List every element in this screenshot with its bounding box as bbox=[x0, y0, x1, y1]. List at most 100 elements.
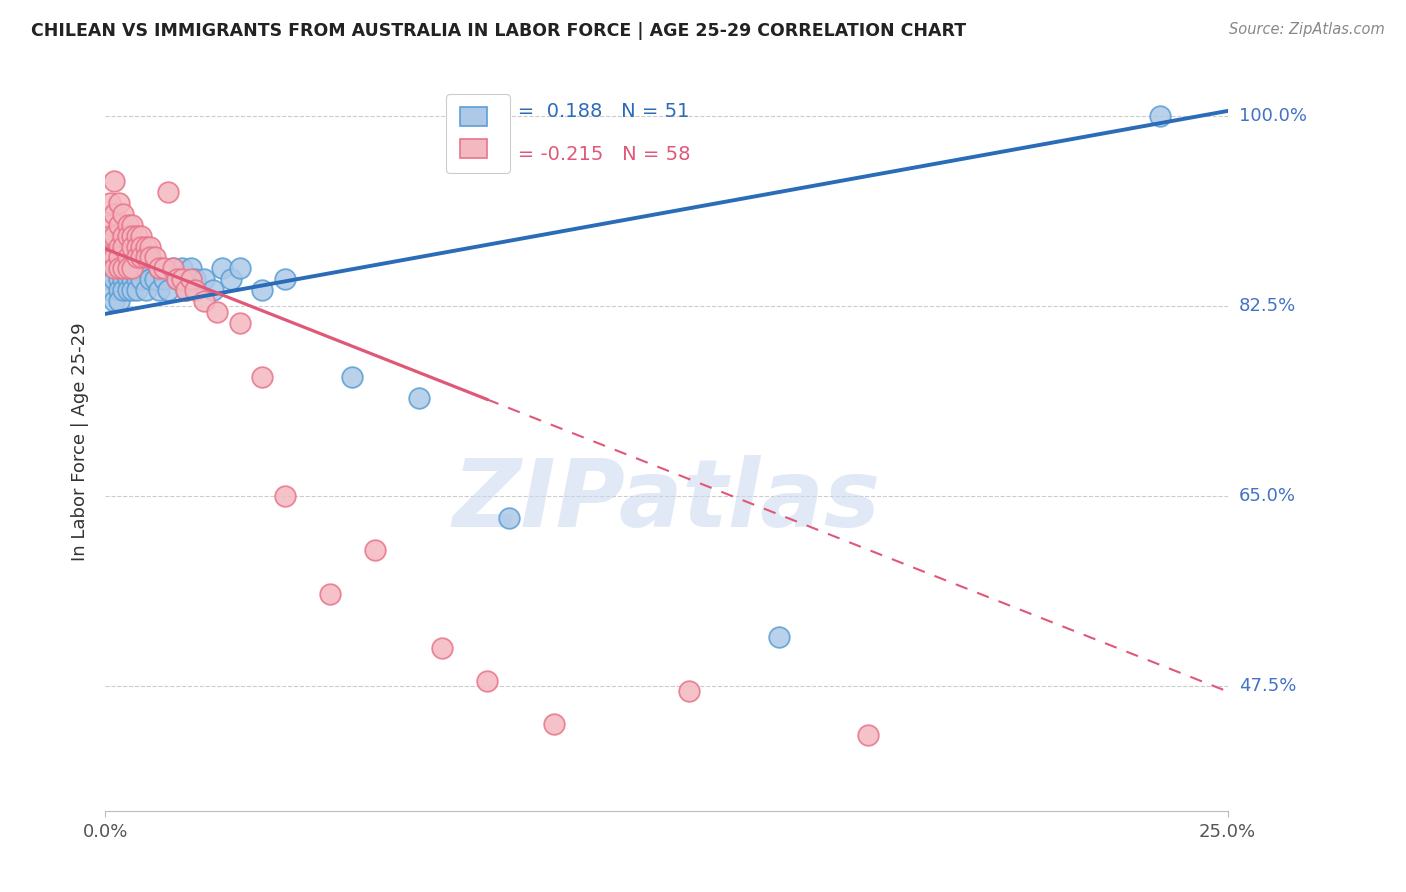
Point bbox=[174, 283, 197, 297]
Point bbox=[139, 272, 162, 286]
Point bbox=[103, 272, 125, 286]
Point bbox=[135, 283, 157, 297]
Point bbox=[103, 207, 125, 221]
Point bbox=[678, 684, 700, 698]
Point bbox=[98, 228, 121, 243]
Point bbox=[166, 272, 188, 286]
Point bbox=[112, 261, 135, 276]
Point bbox=[107, 196, 129, 211]
Point bbox=[107, 261, 129, 276]
Text: 65.0%: 65.0% bbox=[1239, 487, 1296, 505]
Point bbox=[193, 293, 215, 308]
Point bbox=[125, 272, 148, 286]
Point bbox=[107, 293, 129, 308]
Point bbox=[112, 272, 135, 286]
Point bbox=[143, 272, 166, 286]
Point bbox=[152, 261, 174, 276]
Point bbox=[768, 630, 790, 644]
Point bbox=[107, 251, 129, 265]
Text: 100.0%: 100.0% bbox=[1239, 107, 1306, 126]
Point bbox=[129, 228, 152, 243]
Point bbox=[157, 186, 180, 200]
Point bbox=[129, 251, 152, 265]
Point bbox=[107, 272, 129, 286]
Point bbox=[148, 261, 170, 276]
Point bbox=[117, 251, 139, 265]
Text: Source: ZipAtlas.com: Source: ZipAtlas.com bbox=[1229, 22, 1385, 37]
Point bbox=[129, 239, 152, 253]
Point bbox=[117, 228, 139, 243]
Y-axis label: In Labor Force | Age 25-29: In Labor Force | Age 25-29 bbox=[72, 323, 89, 561]
Point bbox=[340, 369, 363, 384]
Point bbox=[179, 272, 201, 286]
Point bbox=[107, 218, 129, 232]
Text: R =  0.188   N = 51: R = 0.188 N = 51 bbox=[498, 103, 689, 121]
Point bbox=[107, 283, 129, 297]
Point bbox=[166, 272, 188, 286]
Legend: , : , bbox=[446, 94, 510, 172]
Text: CHILEAN VS IMMIGRANTS FROM AUSTRALIA IN LABOR FORCE | AGE 25-29 CORRELATION CHAR: CHILEAN VS IMMIGRANTS FROM AUSTRALIA IN … bbox=[31, 22, 966, 40]
Point bbox=[103, 261, 125, 276]
Point bbox=[219, 272, 242, 286]
Point bbox=[121, 228, 143, 243]
Point bbox=[121, 261, 143, 276]
Point bbox=[125, 228, 148, 243]
Point bbox=[174, 283, 197, 297]
Point bbox=[318, 587, 340, 601]
Text: ZIPatlas: ZIPatlas bbox=[453, 455, 880, 547]
Point bbox=[184, 283, 207, 297]
Point bbox=[139, 251, 162, 265]
Point bbox=[274, 489, 297, 503]
Point bbox=[103, 228, 125, 243]
Point bbox=[170, 272, 193, 286]
Point bbox=[121, 283, 143, 297]
Point bbox=[103, 251, 125, 265]
Point bbox=[201, 283, 224, 297]
Point bbox=[112, 228, 135, 243]
Point bbox=[117, 261, 139, 276]
Point bbox=[193, 272, 215, 286]
Point bbox=[252, 369, 274, 384]
Point bbox=[117, 283, 139, 297]
Point bbox=[117, 272, 139, 286]
Point bbox=[135, 261, 157, 276]
Point bbox=[103, 293, 125, 308]
Point bbox=[162, 261, 184, 276]
Point bbox=[112, 261, 135, 276]
Point bbox=[125, 251, 148, 265]
Point bbox=[103, 261, 125, 276]
Point bbox=[121, 218, 143, 232]
Point bbox=[229, 261, 252, 276]
Point bbox=[162, 261, 184, 276]
Point bbox=[408, 392, 430, 406]
Point bbox=[121, 261, 143, 276]
Point bbox=[125, 261, 148, 276]
Point bbox=[112, 283, 135, 297]
Point bbox=[430, 641, 453, 656]
Point bbox=[211, 261, 233, 276]
Point bbox=[117, 218, 139, 232]
Point bbox=[207, 304, 229, 318]
Point bbox=[148, 283, 170, 297]
Point bbox=[543, 717, 565, 731]
Point bbox=[229, 316, 252, 330]
Point bbox=[121, 239, 143, 253]
Point bbox=[498, 511, 520, 525]
Point bbox=[98, 251, 121, 265]
Point bbox=[112, 239, 135, 253]
Point bbox=[170, 261, 193, 276]
Point bbox=[152, 272, 174, 286]
Point bbox=[103, 174, 125, 188]
Point bbox=[475, 673, 498, 688]
Point bbox=[139, 239, 162, 253]
Point bbox=[107, 239, 129, 253]
Point bbox=[1149, 109, 1171, 123]
Text: 82.5%: 82.5% bbox=[1239, 297, 1296, 315]
Point bbox=[98, 196, 121, 211]
Text: R = -0.215   N = 58: R = -0.215 N = 58 bbox=[498, 145, 690, 163]
Point bbox=[135, 251, 157, 265]
Point bbox=[148, 261, 170, 276]
Point bbox=[98, 283, 121, 297]
Point bbox=[143, 251, 166, 265]
Point bbox=[98, 272, 121, 286]
